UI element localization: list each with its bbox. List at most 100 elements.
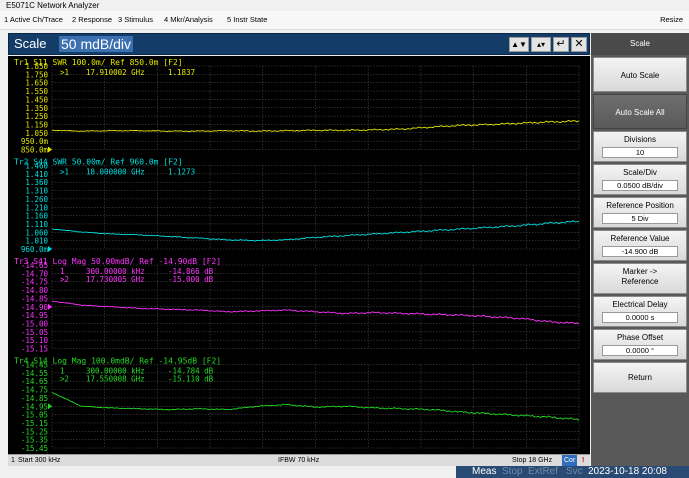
- tr1-ytick-label: 1.750: [25, 70, 48, 79]
- tr2-ytick-label: 1.010: [25, 237, 48, 246]
- reference-position-label: Reference Position: [606, 201, 674, 210]
- tr3-ytick-label: -14.80: [21, 286, 49, 295]
- tr2-marker-value: 1.1273: [168, 168, 195, 177]
- divisions-value: 10: [602, 147, 678, 158]
- ifbw-label[interactable]: IFBW 70 kHz: [278, 457, 320, 464]
- softkey-menu-title: Scale: [591, 33, 689, 55]
- tr4-ytick-label: -14.55: [21, 369, 48, 378]
- step-icon[interactable]: ▴▾: [531, 37, 551, 52]
- tr4-reference-arrow: [48, 403, 52, 410]
- tr4-marker-num: >2: [60, 375, 69, 384]
- tr1-ytick-label: 1.150: [25, 120, 48, 129]
- tr3-header: Tr3 S41 Log Mag 50.00mdB/ Ref -14.90dB […: [14, 257, 221, 266]
- entry-value-input[interactable]: 50 mdB/div: [59, 36, 134, 52]
- tr1-ytick-label: 1.850: [25, 62, 48, 71]
- tr3-ytick-label: -14.90: [21, 303, 49, 312]
- tr2-ytick-label: 1.410: [25, 170, 48, 179]
- menu-item-response[interactable]: 2 Response: [72, 15, 113, 24]
- phase-offset-button[interactable]: Phase Offset 0.0000 °: [593, 329, 687, 360]
- auto-scale-all-label: Auto Scale All: [615, 108, 665, 117]
- scale-div-label: Scale/Div: [623, 168, 657, 177]
- tr3-ytick-label: -14.70: [21, 269, 49, 278]
- tr4-marker-freq: 17.550008 GHz: [86, 375, 145, 384]
- tr1-marker-freq: 17.910002 GHz: [86, 68, 145, 77]
- return-button[interactable]: Return: [593, 362, 687, 393]
- tr4-ytick-label: -15.45: [21, 444, 48, 453]
- tr2-ytick-label: 1.160: [25, 212, 48, 221]
- reference-position-value: 5 Div: [602, 213, 678, 224]
- tr2-header: Tr2 S44 SWR 50.00m/ Ref 960.0m [F2]: [14, 158, 183, 167]
- tr4-ytick-label: -15.05: [21, 411, 48, 420]
- tr2-ytick-label: 1.460: [25, 162, 48, 171]
- tr1-ytick-label: 1.450: [25, 95, 48, 104]
- tr3-marker-value: -14.866 dB: [168, 267, 214, 276]
- divisions-label: Divisions: [623, 135, 656, 144]
- enter-icon[interactable]: ↵: [553, 37, 569, 52]
- tr1-trace-line: [52, 119, 580, 133]
- marker-reference-button[interactable]: Marker -> Reference: [593, 263, 687, 294]
- scale-div-value: 0.0500 dB/div: [602, 180, 678, 191]
- tr1-marker-value: 1.1837: [168, 68, 195, 77]
- tr1-ytick-label: 1.650: [25, 79, 48, 88]
- correction-badge: Cor: [562, 455, 578, 467]
- entry-label: Scale: [14, 36, 47, 51]
- reference-value-label: Reference Value: [610, 234, 670, 243]
- tr2-trace-line: [51, 220, 580, 242]
- close-icon[interactable]: ✕: [571, 37, 587, 52]
- softkey-panel: Scale Auto Scale Auto Scale All Division…: [591, 33, 689, 466]
- window-title-text: E5071C Network Analyzer: [6, 1, 100, 10]
- datetime: 2023-10-18 20:08: [588, 466, 667, 477]
- tr2-ytick-label: 1.360: [25, 178, 48, 187]
- tr1-header: Tr1 S11 SWR 100.0m/ Ref 850.0m [F2]: [14, 58, 183, 67]
- menu-item-mkr-analysis[interactable]: 4 Mkr/Analysis: [164, 15, 213, 24]
- tr2-marker-freq: 18.000000 GHz: [86, 168, 145, 177]
- reference-position-button[interactable]: Reference Position 5 Div: [593, 197, 687, 228]
- tr2-reference-arrow: [48, 246, 52, 252]
- tr4-ytick-label: -14.75: [21, 386, 48, 395]
- scale-div-button[interactable]: Scale/Div 0.0500 dB/div: [593, 164, 687, 195]
- auto-scale-button[interactable]: Auto Scale: [593, 57, 687, 92]
- phase-offset-value: 0.0000 °: [602, 345, 678, 356]
- tr4-ytick-label: -14.95: [21, 402, 48, 411]
- tr1-ytick-label: 1.050: [25, 129, 48, 138]
- resize-button[interactable]: Resize: [660, 15, 683, 24]
- tr4-marker-num: 1: [60, 367, 65, 376]
- tr3-ytick-label: -15.15: [21, 345, 48, 354]
- channel-number: 1: [11, 457, 15, 464]
- tr3-marker-freq: 300.00000 kHz: [86, 267, 145, 276]
- tr1-ytick-label: 850.0m: [21, 146, 49, 155]
- tr2-marker-num: >1: [60, 168, 69, 177]
- menu-item-active-ch-trace[interactable]: 1 Active Ch/Trace: [4, 15, 63, 24]
- electrical-delay-label: Electrical Delay: [612, 300, 668, 309]
- tr1-ytick-label: 950.0m: [21, 137, 49, 146]
- stop-indicator: Stop: [502, 466, 523, 477]
- menu-item-instr-state[interactable]: 5 Instr State: [227, 15, 268, 24]
- tr3-marker-value: -15.000 dB: [168, 275, 214, 284]
- tr3-marker-freq: 17.730005 GHz: [86, 275, 145, 284]
- tr3-ytick-label: -15.00: [21, 319, 49, 328]
- instrument-status-bar: Meas Stop ExtRef Svc 2023-10-18 20:08: [0, 466, 689, 478]
- meas-indicator: Meas: [472, 466, 497, 477]
- tr3-ytick-label: -14.65: [21, 261, 48, 270]
- stop-frequency[interactable]: Stop 18 GHz: [512, 457, 553, 464]
- spin-up-down-icon[interactable]: ▲▼: [509, 37, 529, 52]
- tr2-ytick-label: 1.110: [25, 220, 48, 229]
- divisions-button[interactable]: Divisions 10: [593, 131, 687, 162]
- tr4-ytick-label: -15.35: [21, 436, 48, 445]
- start-frequency[interactable]: Start 300 kHz: [18, 457, 61, 464]
- tr4-marker-freq: 300.00000 kHz: [86, 367, 145, 376]
- trace-plot: Tr1 S11 SWR 100.0m/ Ref 850.0m [F2]1.850…: [14, 58, 580, 453]
- tr3-ytick-label: -14.85: [21, 294, 48, 303]
- auto-scale-all-button[interactable]: Auto Scale All: [593, 94, 687, 129]
- tr4-ytick-label: -14.45: [21, 361, 48, 370]
- reference-value-button[interactable]: Reference Value -14.900 dB: [593, 230, 687, 261]
- tr3-ytick-label: -14.75: [21, 278, 48, 287]
- electrical-delay-button[interactable]: Electrical Delay 0.0000 s: [593, 296, 687, 327]
- tr3-trace-line: [51, 300, 580, 325]
- entry-bar: Scale 50 mdB/div ▲▼ ▴▾ ↵ ✕: [8, 33, 590, 55]
- menu-item-stimulus[interactable]: 3 Stimulus: [118, 15, 154, 24]
- tr1-ytick-label: 1.250: [25, 112, 48, 121]
- tr2-ytick-label: 1.210: [25, 203, 48, 212]
- tr1-ytick-label: 1.350: [25, 104, 48, 113]
- tr3-ytick-label: -14.95: [21, 311, 48, 320]
